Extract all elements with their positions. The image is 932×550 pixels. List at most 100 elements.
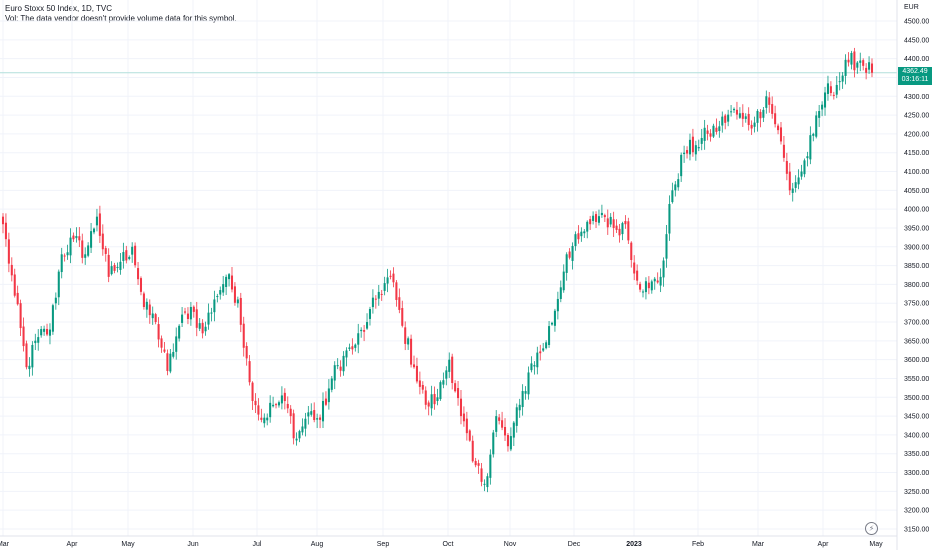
candle-body: [868, 62, 871, 70]
candle-body: [183, 311, 187, 313]
candle-body: [327, 388, 330, 403]
candle-body: [650, 281, 653, 291]
candle-body: [57, 271, 60, 298]
candle-body: [574, 234, 577, 247]
candle-body: [718, 126, 721, 132]
candle-body: [407, 338, 410, 345]
candle-body: [565, 254, 568, 273]
candle-body: [207, 312, 210, 325]
lightning-icon[interactable]: ⚡: [865, 522, 878, 535]
candle-body: [175, 336, 178, 352]
candle-body: [245, 345, 248, 359]
candle-body: [777, 125, 780, 131]
last-price-tag: 4362.49 03:16:11: [898, 66, 932, 85]
candle-body: [19, 303, 22, 329]
candle-body: [366, 322, 369, 329]
y-tick-label: 3400.00: [904, 432, 929, 439]
candle-body: [553, 310, 556, 326]
candle-body: [559, 287, 562, 299]
candle-body: [1, 216, 5, 225]
candle-body: [275, 404, 278, 406]
x-tick-label: May: [121, 541, 135, 548]
candle-body: [741, 112, 744, 119]
candle-body: [84, 254, 87, 258]
candle-body: [78, 236, 81, 241]
y-tick-label: 3600.00: [904, 357, 929, 364]
candle-body: [735, 109, 738, 115]
candle-body: [442, 380, 445, 385]
candle-body: [826, 83, 829, 94]
candle-body: [415, 365, 418, 382]
y-tick-label: 3800.00: [904, 282, 929, 289]
candle-body: [445, 370, 448, 379]
candle-body: [694, 145, 697, 155]
candle-body: [410, 338, 413, 365]
candle-body: [430, 394, 433, 409]
y-tick-label: 4200.00: [904, 131, 929, 138]
candle-body: [195, 309, 198, 328]
candle-body: [60, 254, 63, 273]
candle-body: [636, 270, 639, 281]
candle-body: [621, 223, 624, 235]
candle-body: [709, 133, 712, 137]
candle-body: [198, 323, 201, 329]
candle-body: [139, 278, 143, 292]
candle-body: [166, 353, 169, 371]
candle-body: [633, 262, 636, 274]
y-tick-label: 3900.00: [904, 244, 929, 251]
candle-body: [512, 422, 515, 438]
candle-body: [644, 281, 647, 293]
candle-body: [474, 460, 477, 466]
candle-body: [509, 436, 512, 450]
candle-body: [48, 329, 52, 336]
candle-body: [797, 177, 800, 185]
candle-body: [101, 233, 104, 250]
candle-body: [163, 349, 166, 352]
candle-body: [40, 329, 43, 336]
candle-body: [142, 293, 145, 307]
candle-body: [75, 236, 78, 239]
candle-body: [216, 296, 219, 298]
candles: [1, 47, 874, 493]
candle-body: [87, 245, 90, 256]
candle-body: [465, 418, 468, 434]
candle-body: [31, 344, 34, 368]
candle-body: [345, 350, 348, 358]
candle-body: [812, 133, 815, 136]
candle-body: [457, 388, 460, 399]
candle-body: [283, 392, 286, 402]
candle-body: [34, 340, 37, 344]
candle-body: [589, 219, 592, 225]
candle-body: [192, 306, 195, 312]
candle-body: [609, 216, 612, 225]
candle-body: [539, 351, 542, 354]
countdown-timer: 03:16:11: [901, 75, 929, 83]
candle-body: [363, 330, 366, 332]
candle-body: [641, 291, 645, 293]
candle-body: [324, 398, 327, 405]
candle-body: [342, 355, 345, 372]
candle-body: [841, 75, 844, 82]
candle-body: [13, 274, 16, 296]
candle-body: [847, 59, 850, 63]
candle-body: [815, 115, 818, 137]
candle-body: [495, 416, 498, 432]
candle-body: [586, 221, 589, 232]
candle-body: [656, 280, 659, 283]
last-price-value: 4362.49: [902, 67, 928, 75]
candle-body: [113, 264, 116, 271]
candle-body: [228, 274, 231, 280]
candle-body: [98, 213, 101, 236]
candle-body: [515, 407, 518, 426]
y-tick-label: 4000.00: [904, 207, 929, 214]
candle-body: [703, 127, 706, 141]
candle-body: [304, 418, 307, 429]
x-tick-label: Dec: [568, 541, 581, 548]
candle-body: [412, 364, 416, 368]
candle-body: [269, 402, 272, 418]
candle-body: [201, 322, 204, 334]
candle-body: [272, 404, 275, 407]
candle-body: [818, 111, 821, 118]
candle-body: [592, 215, 595, 221]
